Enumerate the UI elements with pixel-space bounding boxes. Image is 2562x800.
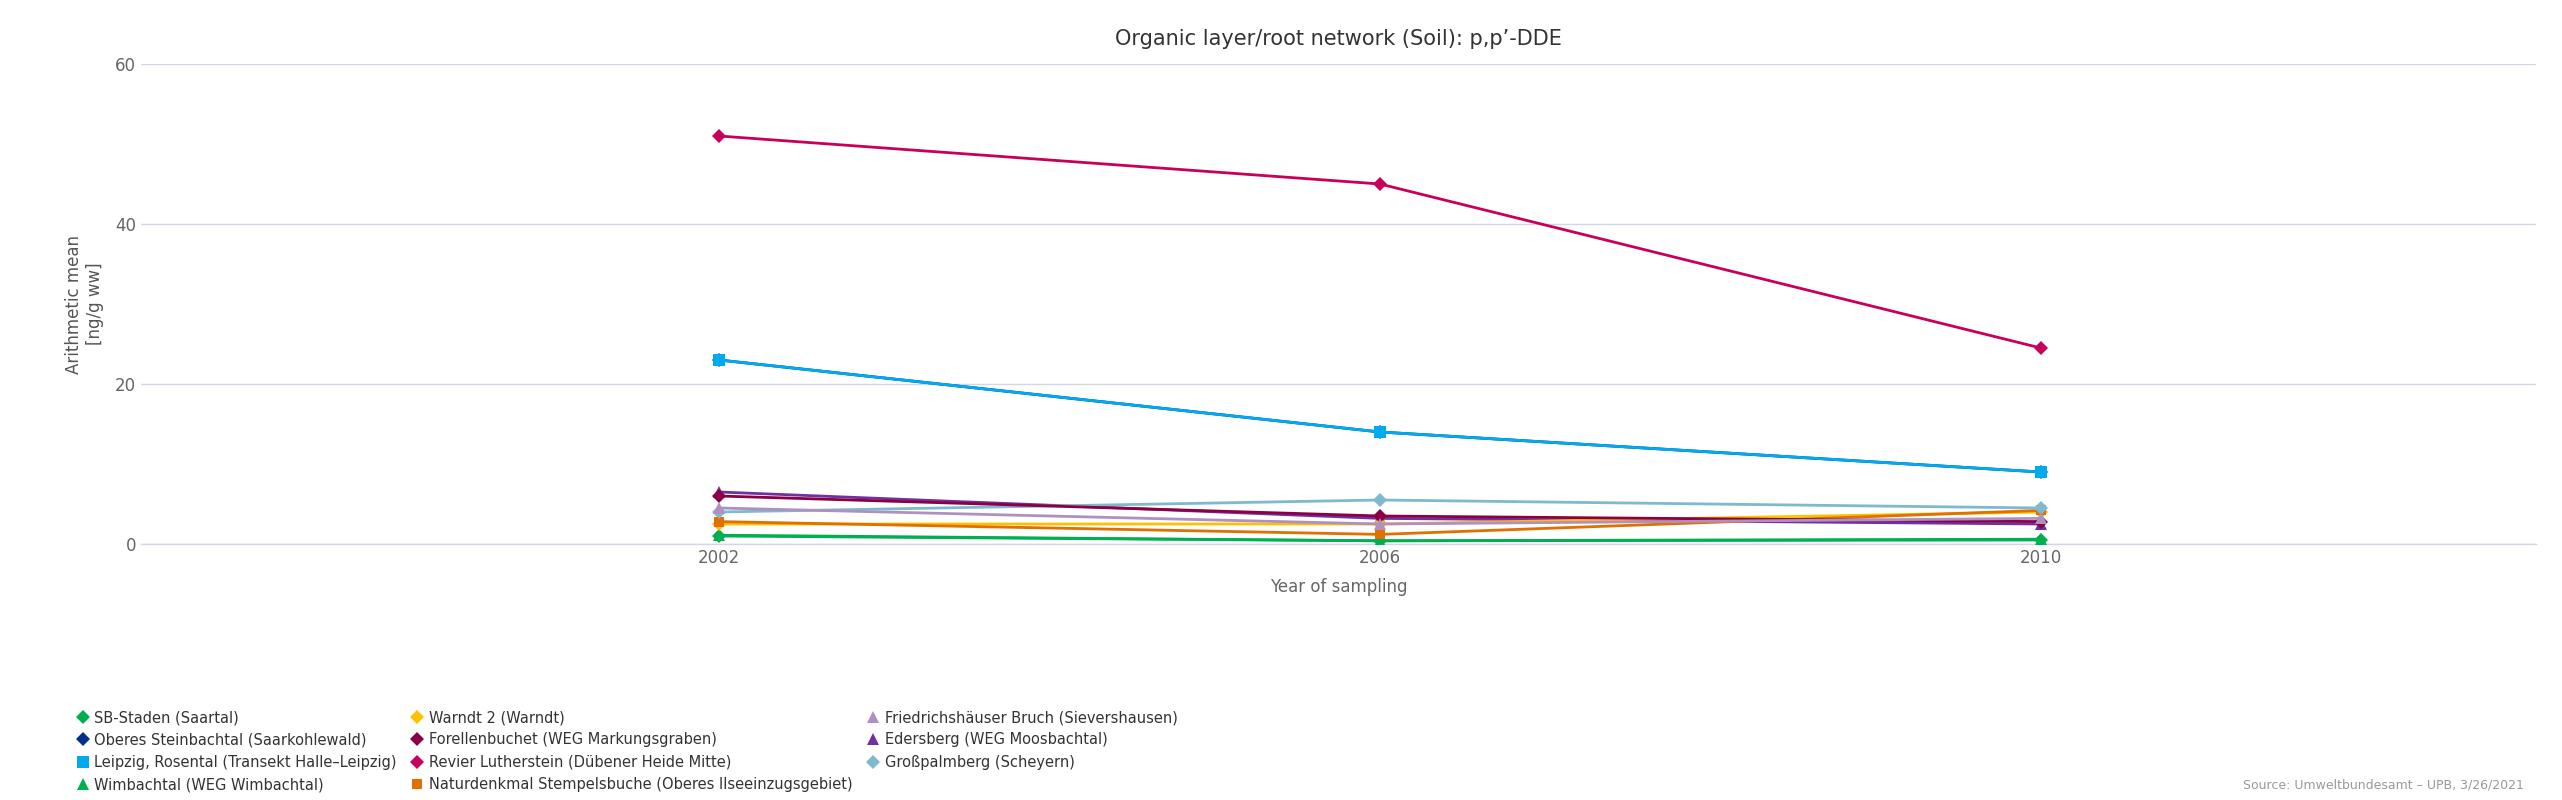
SB-Staden (Saartal) bbox=[705, 531, 735, 541]
Revier Lutherstein (Dübener Heide Mitte) bbox=[2027, 343, 2057, 353]
Warndt 2 (Warndt) bbox=[1366, 519, 1396, 529]
Großpalmberg (Scheyern) bbox=[705, 507, 735, 517]
Warndt 2 (Warndt) bbox=[705, 519, 735, 529]
Line: Forellenbuchet (WEG Markungsgraben): Forellenbuchet (WEG Markungsgraben) bbox=[715, 491, 2044, 526]
Großpalmberg (Scheyern) bbox=[2027, 503, 2057, 513]
Naturdenkmal Stempelsbuche (Oberes Ilseeinzugsgebiet) bbox=[1366, 530, 1396, 539]
Title: Organic layer/root network (Soil): p,p’-DDE: Organic layer/root network (Soil): p,p’-… bbox=[1114, 29, 1563, 49]
Warndt 2 (Warndt) bbox=[2027, 507, 2057, 517]
Leipzig, Rosental (Transekt Halle–Leipzig) bbox=[2027, 467, 2057, 477]
Line: Naturdenkmal Stempelsbuche (Oberes Ilseeinzugsgebiet): Naturdenkmal Stempelsbuche (Oberes Ilsee… bbox=[715, 506, 2044, 539]
Oberes Steinbachtal (Saarkohlewald) bbox=[2027, 467, 2057, 477]
Line: Leipzig, Rosental (Transekt Halle–Leipzig): Leipzig, Rosental (Transekt Halle–Leipzi… bbox=[715, 354, 2047, 478]
Forellenbuchet (WEG Markungsgraben) bbox=[1366, 511, 1396, 521]
Naturdenkmal Stempelsbuche (Oberes Ilseeinzugsgebiet) bbox=[2027, 506, 2057, 515]
Line: Oberes Steinbachtal (Saarkohlewald): Oberes Steinbachtal (Saarkohlewald) bbox=[715, 355, 2044, 477]
Edersberg (WEG Moosbachtal) bbox=[2027, 519, 2057, 529]
Forellenbuchet (WEG Markungsgraben) bbox=[2027, 517, 2057, 526]
Line: Warndt 2 (Warndt): Warndt 2 (Warndt) bbox=[715, 507, 2044, 529]
Revier Lutherstein (Dübener Heide Mitte) bbox=[705, 131, 735, 141]
Line: Revier Lutherstein (Dübener Heide Mitte): Revier Lutherstein (Dübener Heide Mitte) bbox=[715, 131, 2044, 353]
Edersberg (WEG Moosbachtal) bbox=[1366, 514, 1396, 523]
Leipzig, Rosental (Transekt Halle–Leipzig) bbox=[705, 355, 735, 365]
Naturdenkmal Stempelsbuche (Oberes Ilseeinzugsgebiet) bbox=[705, 517, 735, 526]
Line: SB-Staden (Saartal): SB-Staden (Saartal) bbox=[715, 531, 2044, 546]
Oberes Steinbachtal (Saarkohlewald) bbox=[1366, 427, 1396, 437]
Wimbachtal (WEG Wimbachtal) bbox=[2027, 534, 2057, 544]
Edersberg (WEG Moosbachtal) bbox=[705, 487, 735, 497]
Line: Wimbachtal (WEG Wimbachtal): Wimbachtal (WEG Wimbachtal) bbox=[715, 530, 2047, 546]
Forellenbuchet (WEG Markungsgraben) bbox=[705, 491, 735, 501]
Friedrichshäuser Bruch (Sievershausen) bbox=[1366, 519, 1396, 529]
Text: Source: Umweltbundesamt – UPB, 3/26/2021: Source: Umweltbundesamt – UPB, 3/26/2021 bbox=[2242, 779, 2524, 792]
Y-axis label: Arithmetic mean
[ng/g ww]: Arithmetic mean [ng/g ww] bbox=[64, 234, 105, 374]
SB-Staden (Saartal) bbox=[1366, 536, 1396, 546]
Wimbachtal (WEG Wimbachtal) bbox=[705, 530, 735, 540]
Friedrichshäuser Bruch (Sievershausen) bbox=[2027, 514, 2057, 523]
Leipzig, Rosental (Transekt Halle–Leipzig) bbox=[1366, 427, 1396, 437]
Wimbachtal (WEG Wimbachtal) bbox=[1366, 536, 1396, 546]
X-axis label: Year of sampling: Year of sampling bbox=[1271, 578, 1407, 596]
Großpalmberg (Scheyern) bbox=[1366, 495, 1396, 505]
Line: Edersberg (WEG Moosbachtal): Edersberg (WEG Moosbachtal) bbox=[715, 486, 2047, 530]
Friedrichshäuser Bruch (Sievershausen) bbox=[705, 503, 735, 513]
Revier Lutherstein (Dübener Heide Mitte) bbox=[1366, 179, 1396, 189]
SB-Staden (Saartal) bbox=[2027, 535, 2057, 545]
Line: Friedrichshäuser Bruch (Sievershausen): Friedrichshäuser Bruch (Sievershausen) bbox=[715, 502, 2047, 530]
Line: Großpalmberg (Scheyern): Großpalmberg (Scheyern) bbox=[715, 495, 2044, 517]
Oberes Steinbachtal (Saarkohlewald) bbox=[705, 355, 735, 365]
Legend: SB-Staden (Saartal), Oberes Steinbachtal (Saarkohlewald), Leipzig, Rosental (Tra: SB-Staden (Saartal), Oberes Steinbachtal… bbox=[77, 710, 1179, 792]
